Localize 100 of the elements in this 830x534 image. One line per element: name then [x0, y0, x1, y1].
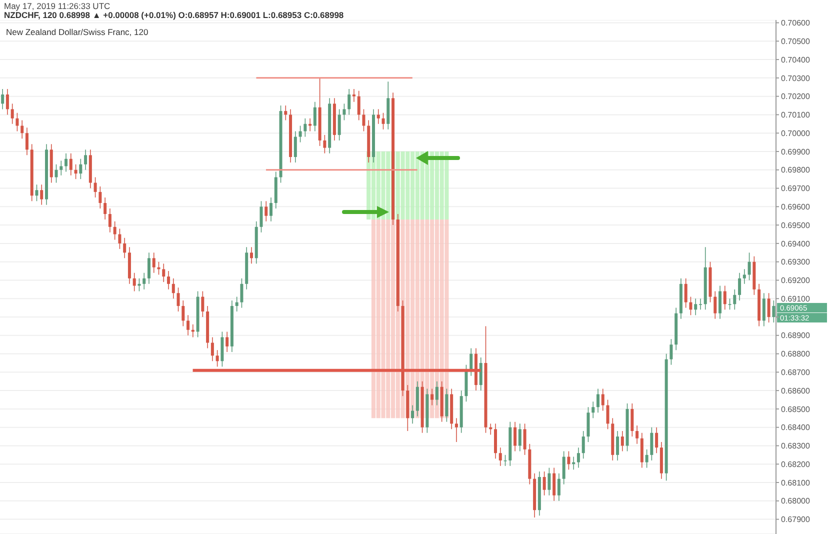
candlestick: [172, 278, 175, 300]
candlestick: [98, 186, 102, 209]
candlestick: [567, 450, 570, 470]
candlestick: [264, 200, 268, 222]
y-tick-label: 0.68900: [781, 331, 810, 340]
y-tick-label: 0.70500: [781, 36, 810, 46]
candlestick: [362, 108, 366, 132]
candlestick: [342, 103, 346, 121]
y-tick-label: 0.69500: [781, 220, 810, 230]
candlestick: [123, 238, 126, 259]
candlestick: [104, 197, 107, 220]
candlestick: [494, 423, 498, 459]
candlestick: [250, 246, 253, 264]
candlestick: [630, 403, 634, 437]
candlestick: [142, 272, 146, 290]
candlestick: [582, 430, 585, 459]
candlestick: [606, 399, 610, 430]
candlestick: [108, 208, 112, 233]
candlestick: [445, 388, 448, 422]
y-tick-label: 0.69800: [781, 166, 810, 175]
candlestick: [733, 289, 736, 310]
candlestick: [576, 447, 580, 468]
candlestick: [25, 127, 28, 156]
y-tick-label: 0.68800: [781, 350, 810, 359]
candlestick: [74, 164, 78, 180]
y-tick-label: 0.70000: [781, 128, 810, 138]
candlestick: [698, 298, 702, 310]
candlestick: [132, 272, 136, 292]
y-tick-label: 0.68100: [781, 478, 810, 488]
y-tick-label: 0.69100: [781, 294, 810, 304]
candlestick: [186, 314, 190, 336]
candlestick: [514, 421, 517, 452]
candlestick: [382, 112, 385, 130]
y-tick-label: 0.68400: [781, 423, 810, 432]
candlestick: [557, 472, 560, 502]
candlestick: [772, 300, 776, 323]
candlestick: [655, 426, 658, 454]
candlestick: [201, 290, 204, 318]
candlestick: [182, 300, 185, 327]
y-tick-label: 0.70400: [781, 55, 810, 64]
candlestick: [162, 263, 166, 282]
candlestick: [684, 278, 688, 308]
candlestick: [20, 120, 24, 140]
text: May 17, 2019 11:26:33 UTC: [4, 1, 110, 11]
candlestick: [523, 423, 526, 456]
candlestick: [435, 380, 438, 406]
candlestick: [454, 418, 458, 442]
candlestick: [313, 101, 316, 132]
y-tick-label: 0.68300: [781, 442, 810, 451]
y-tick-label: 0.70300: [781, 74, 810, 83]
candlestick: [601, 388, 604, 412]
candlestick: [498, 447, 502, 466]
candlestick: [298, 125, 302, 143]
candlestick: [220, 331, 224, 368]
y-tick-label: 0.70100: [781, 110, 810, 120]
y-tick-label: 0.70200: [781, 92, 810, 102]
candlestick: [79, 158, 82, 180]
candlestick: [152, 252, 156, 274]
candlestick: [304, 118, 307, 138]
candlestick: [35, 184, 38, 202]
candlestick: [284, 105, 288, 121]
candlestick: [10, 103, 14, 124]
candlestick: [352, 88, 356, 102]
candlestick: [54, 164, 58, 184]
candlestick: [738, 272, 742, 301]
candlestick: [411, 404, 414, 424]
candlestick: [620, 430, 624, 452]
candlestick: [430, 388, 434, 406]
candlestick: [64, 152, 68, 172]
candlestick: [586, 406, 590, 442]
y-tick-label: 0.69200: [781, 276, 810, 286]
candlestick: [113, 220, 116, 240]
candlestick: [16, 112, 19, 132]
candlestick: [548, 467, 551, 496]
candlestick: [40, 184, 44, 206]
y-tick-label: 0.67900: [781, 515, 810, 524]
candlestick: [728, 298, 732, 310]
candlestick: [260, 200, 263, 233]
candlestick: [542, 471, 546, 496]
candlestick: [338, 108, 341, 141]
candlestick: [167, 270, 170, 290]
candlestick: [596, 388, 600, 414]
candlestick: [240, 278, 244, 308]
candlestick: [118, 228, 122, 250]
y-tick-label: 0.68000: [781, 496, 810, 506]
y-tick-label: 0.68700: [781, 368, 810, 378]
candlestick: [762, 292, 766, 327]
candlestick: [616, 430, 620, 461]
candlestick: [376, 108, 380, 124]
y-tick-label: 0.69300: [781, 258, 810, 267]
candlestick: [176, 287, 180, 312]
y-tick-label: 0.68200: [781, 460, 810, 469]
candlestick: [767, 292, 770, 323]
candlestick: [670, 338, 673, 366]
candlestick: [714, 290, 717, 320]
candlestick: [416, 380, 419, 417]
chart-subtitle: NZDCHF, 120 0.68998 ▲ +0.00008 (+0.01%) O:0.68957 H:0.69001 L:0.68953 C:0.68998: [4, 10, 344, 20]
candlestick: [718, 285, 722, 320]
y-tick-label: 0.69900: [781, 147, 810, 156]
candlestick: [323, 134, 326, 154]
